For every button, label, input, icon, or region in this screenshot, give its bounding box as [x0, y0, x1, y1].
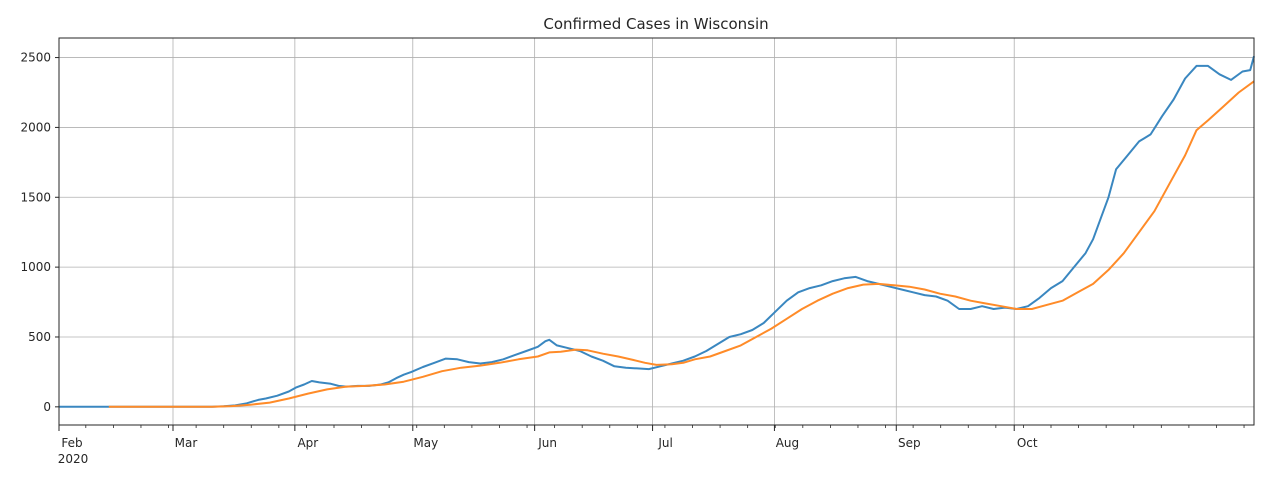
series-line-seven-day-average [108, 80, 1255, 408]
series-layer [59, 55, 1255, 408]
y-tick-label: 1500 [20, 190, 51, 204]
x-tick-label: Jun [537, 436, 557, 450]
x-tick-label: May [413, 436, 438, 450]
y-tick-label: 500 [28, 330, 51, 344]
x-tick-label: Aug [776, 436, 799, 450]
y-axis: 0 500 1000 1500 2000 2500 [20, 51, 59, 414]
grid [58, 38, 1254, 425]
x-axis: Feb 2020 Mar Apr May Jun Jul Aug Sep Oct [58, 425, 1245, 466]
series-line-daily-cases [59, 55, 1255, 408]
x-tick-label: Apr [297, 436, 318, 450]
chart-title: Confirmed Cases in Wisconsin [543, 15, 768, 33]
x-tick-label: Feb [61, 436, 82, 450]
x-tick-label: Sep [898, 436, 921, 450]
x-year-label: 2020 [58, 452, 89, 466]
x-tick-label: Oct [1017, 436, 1038, 450]
plot-frame [58, 37, 1255, 426]
y-tick-label: 1000 [20, 260, 51, 274]
y-tick-label: 2000 [20, 120, 51, 134]
y-tick-label: 0 [43, 400, 51, 414]
x-tick-label: Jul [657, 436, 672, 450]
x-tick-label: Mar [175, 436, 198, 450]
y-tick-label: 2500 [20, 51, 51, 65]
